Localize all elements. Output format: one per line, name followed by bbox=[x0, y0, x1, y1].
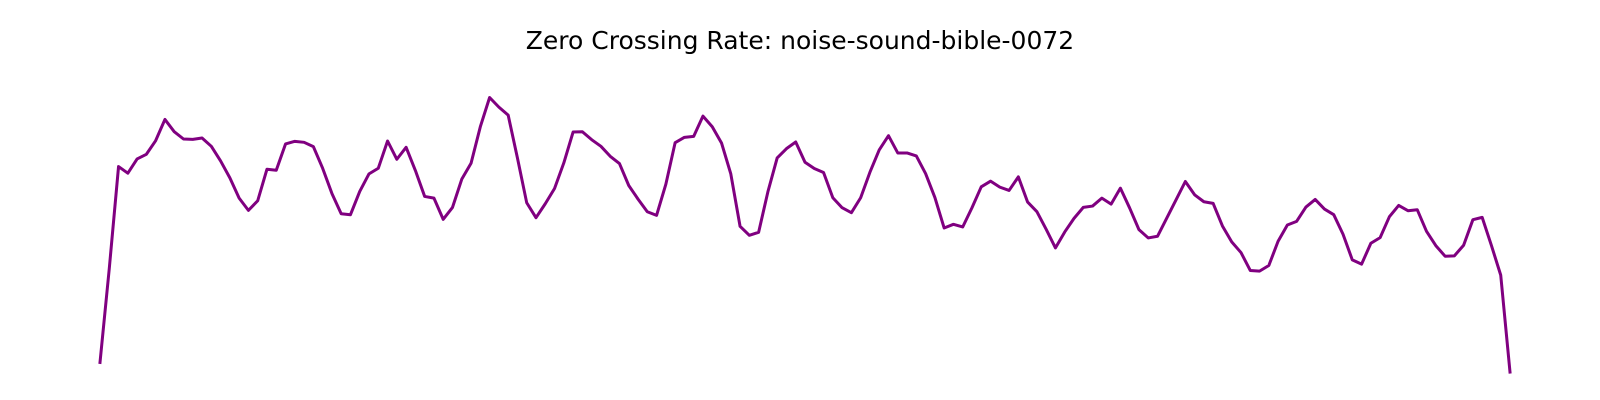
zcr-series-line bbox=[98, 96, 1512, 374]
chart-title: Zero Crossing Rate: noise-sound-bible-00… bbox=[525, 26, 1075, 55]
plot-area bbox=[98, 96, 1512, 374]
